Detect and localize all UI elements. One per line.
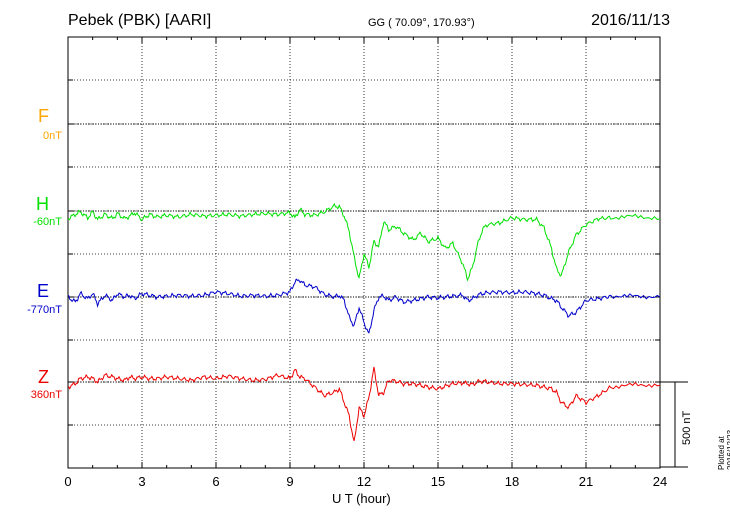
station-coordinates: GG ( 70.09°, 170.93°) — [368, 17, 475, 29]
scale-bar — [660, 381, 688, 468]
series-line-z — [68, 366, 661, 442]
baseline-value-h: -60nT — [33, 216, 62, 228]
scale-bar-label: 500 nT — [681, 410, 693, 445]
chart-title: Pebek (PBK) [AARI] — [68, 12, 212, 29]
x-tick-label: 12 — [357, 474, 371, 489]
series-label-z: Z — [38, 367, 49, 387]
chart-date: 2016/11/13 — [591, 12, 670, 29]
series-line-e — [67, 278, 661, 334]
x-tick-label: 21 — [579, 474, 593, 489]
series-label-e: E — [36, 281, 49, 301]
baseline-value-e: -770nT — [27, 304, 62, 316]
plotted-timestamp: Plotted at 2016/12/23 15:47 UT — [717, 429, 730, 470]
x-tick-label: 3 — [138, 474, 145, 489]
x-tick-label: 9 — [286, 474, 293, 489]
x-tick-label: 6 — [212, 474, 219, 489]
x-tick-label: 15 — [431, 474, 445, 489]
series-layer — [67, 202, 661, 442]
baseline-value-z: 360nT — [30, 389, 62, 401]
x-tick-labels: 0 3 6 9 12 15 18 21 24 — [64, 474, 667, 489]
series-line-h — [67, 202, 661, 282]
series-label-h: H — [36, 194, 49, 214]
baseline-layer — [68, 123, 660, 383]
x-tick-label: 0 — [64, 474, 71, 489]
x-tick-label: 18 — [505, 474, 519, 489]
series-label-f: F — [38, 106, 49, 126]
x-axis-label: U T (hour) — [332, 491, 391, 506]
tick-layer — [67, 37, 661, 468]
x-tick-label: 24 — [653, 474, 667, 489]
baseline-value-f: 0nT — [43, 130, 62, 142]
